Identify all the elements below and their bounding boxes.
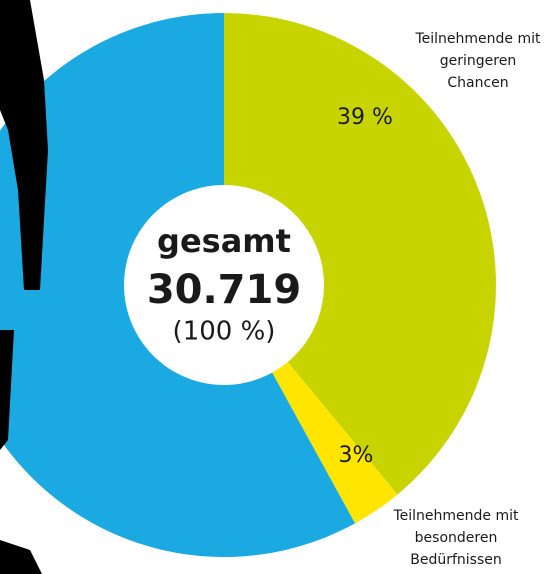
center-share: (100 %) <box>173 317 276 347</box>
value-label: 39 % <box>337 105 393 130</box>
value-label: 3% <box>339 443 374 468</box>
category-label: Teilnehmende mit besonderen Bedürfnissen <box>393 508 519 568</box>
donut-segment <box>224 13 497 495</box>
silhouette <box>0 0 48 290</box>
donut-segment <box>272 362 398 524</box>
donut-segment <box>0 13 356 557</box>
center-total: 30.719 <box>147 267 301 313</box>
center-title: gesamt <box>157 222 291 260</box>
category-label: Teilnehmende mit geringeren Chancen <box>415 31 541 91</box>
silhouette <box>0 540 42 574</box>
silhouette <box>0 330 14 450</box>
